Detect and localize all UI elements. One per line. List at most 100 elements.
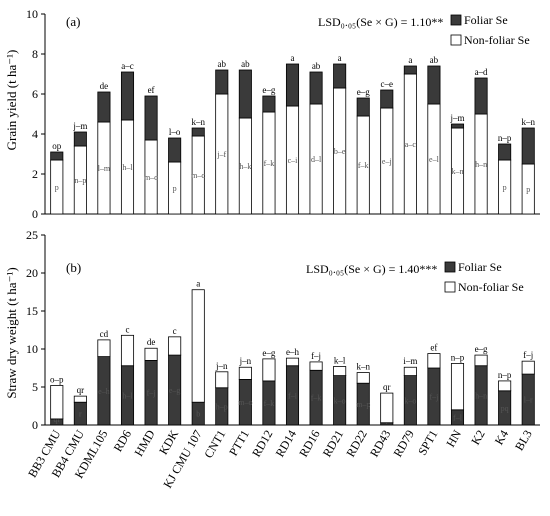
data-label: a–d	[475, 67, 488, 77]
legend-label: Non-foliar Se	[464, 33, 530, 47]
legend: Foliar Se Non-foliar Se	[444, 260, 524, 294]
data-label: i–m	[403, 356, 417, 366]
legend-swatch	[444, 281, 456, 293]
bars: popn–pj–ml–mdeh–la–cm–oefpl–om–ok–nj–fab…	[50, 53, 535, 215]
bar-segment	[215, 371, 229, 389]
data-label: j–n	[239, 356, 252, 366]
legend-swatch	[450, 34, 462, 46]
bar-segment	[73, 131, 87, 147]
data-label: e–h	[98, 387, 110, 396]
data-label: ab	[241, 59, 250, 69]
data-label: n–p	[498, 133, 512, 143]
data-label: a	[408, 55, 412, 65]
data-label: m–o	[144, 173, 158, 182]
bar-segment	[498, 143, 512, 161]
data-label: a–c	[405, 140, 417, 149]
data-label: j–f	[216, 150, 226, 159]
bar-segment	[403, 65, 417, 75]
data-label: qr	[53, 415, 60, 424]
data-label: l–o	[169, 127, 181, 137]
y-tick-label: 10	[26, 342, 38, 356]
y-tick-label: 0	[32, 418, 38, 432]
y-axis-label: Grain yield (t ha⁻¹)	[4, 50, 19, 151]
bar-segment	[168, 336, 182, 356]
bar-segment	[309, 361, 323, 371]
data-label: h–k	[239, 162, 251, 171]
y-tick-label: 2	[32, 167, 38, 181]
data-label: h–l	[122, 163, 133, 172]
category-label: RD16	[296, 428, 322, 460]
data-label: p	[526, 185, 530, 194]
data-label: de	[147, 337, 156, 347]
bar-segment	[168, 137, 182, 163]
data-label: f–j	[523, 350, 533, 360]
category-label: K2	[468, 428, 487, 448]
grain-yield-panel: Grain yield (t ha⁻¹) (a) LSD₀.₀₅(Se × G)…	[4, 7, 540, 221]
data-label: k–n	[452, 167, 464, 176]
bar-segment	[238, 69, 252, 119]
data-label: e–g	[357, 87, 370, 97]
lsd-annotation: LSD₀.₀₅(Se × G) = 1.40***	[306, 262, 437, 276]
data-label: m–o	[238, 398, 252, 407]
data-label: m–p	[356, 400, 370, 409]
data-label: f–k	[264, 399, 275, 408]
y-tick-label: 6	[32, 87, 38, 101]
legend-swatch	[450, 14, 462, 26]
data-label: e–h	[286, 347, 299, 357]
y-tick-label: 10	[26, 7, 38, 21]
data-label: ef	[148, 85, 155, 95]
bar-segment	[262, 358, 276, 382]
bar-segment	[403, 366, 417, 376]
category-label: RD22	[343, 428, 369, 460]
lsd-annotation: LSD₀.₀₅(Se × G) = 1.10**	[318, 15, 443, 29]
bar-segment	[120, 334, 135, 367]
y-tick-label: 4	[32, 127, 38, 141]
legend-label: Foliar Se	[458, 260, 502, 274]
bar-segment	[450, 123, 465, 129]
bar-segment	[333, 366, 347, 377]
bar-segment	[521, 360, 535, 375]
bar-segment	[191, 127, 205, 137]
data-label: f–l	[453, 413, 463, 422]
data-label: a	[338, 53, 342, 63]
bar-segment	[144, 347, 158, 361]
bar-segment	[50, 151, 64, 161]
bar-segment	[474, 77, 488, 115]
y-tick-label: 5	[32, 380, 38, 394]
data-label: k–n	[356, 362, 370, 372]
data-label: e–g	[262, 85, 275, 95]
bar-segment	[144, 95, 158, 141]
bar-segment	[262, 95, 276, 113]
data-label: cd	[100, 329, 109, 339]
bar-segment	[97, 91, 111, 123]
data-label: c	[126, 324, 130, 334]
data-label: d–l	[311, 155, 322, 164]
data-label: j–m	[72, 121, 87, 131]
y-tick-label: 8	[32, 47, 38, 61]
y-tick-label: 20	[26, 266, 38, 280]
data-label: r	[79, 410, 82, 419]
bar-segment	[450, 363, 465, 411]
data-label: h–n	[475, 391, 487, 400]
data-label: k–o	[334, 396, 346, 405]
bar-segment	[356, 97, 370, 117]
data-label: k–n	[521, 117, 535, 127]
legend: Foliar Se Non-foliar Se	[450, 13, 530, 47]
bar-segment	[474, 354, 488, 367]
data-label: h–l	[122, 391, 133, 400]
data-label: b	[196, 410, 200, 419]
data-label: ab	[430, 55, 439, 65]
data-label: ab	[218, 59, 227, 69]
data-label: f–k	[264, 159, 275, 168]
category-label: RD21	[320, 428, 346, 460]
bar-segment	[380, 89, 394, 109]
data-label: n–p	[74, 176, 86, 185]
data-label: a–c	[121, 61, 134, 71]
data-label: c–e	[381, 79, 394, 89]
legend-label: Foliar Se	[464, 13, 508, 27]
bar-segment	[215, 69, 229, 95]
data-label: p	[503, 183, 507, 192]
data-label: l–m	[98, 164, 111, 173]
bar-segment	[73, 395, 87, 403]
data-label: m–o	[191, 171, 205, 180]
